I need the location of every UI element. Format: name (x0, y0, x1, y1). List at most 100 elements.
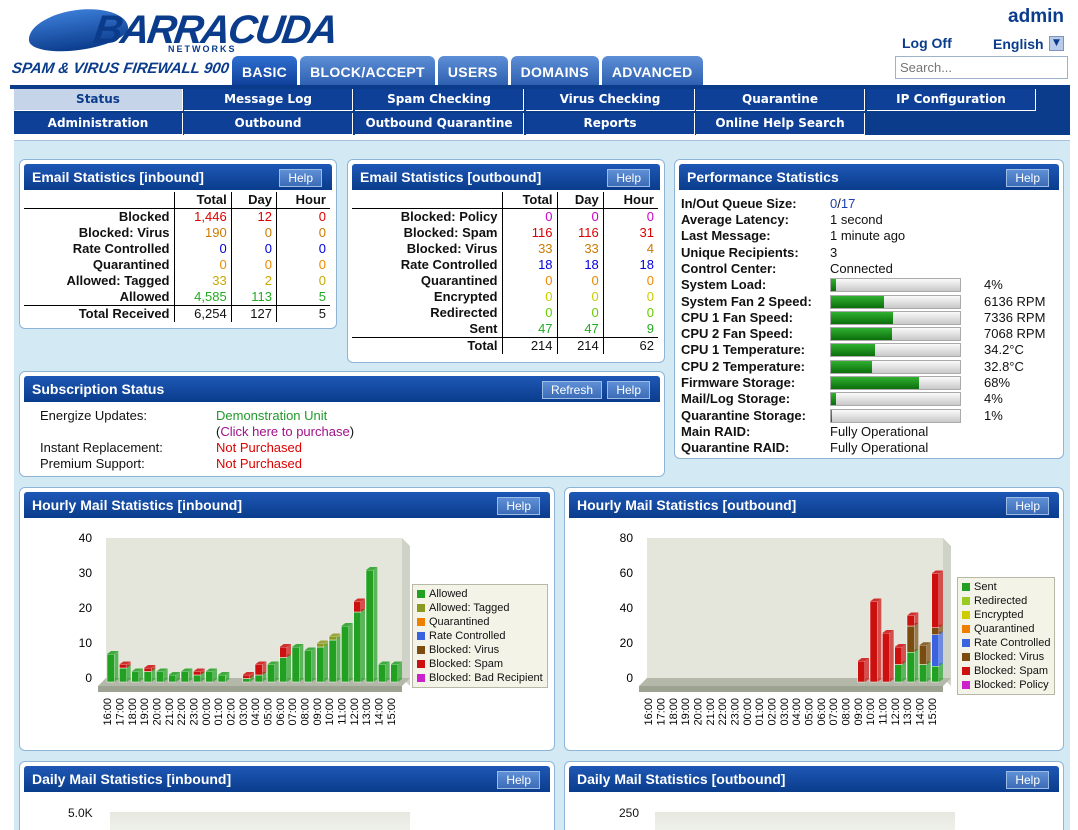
legend-swatch (962, 611, 970, 619)
progress-bar (830, 359, 961, 374)
help-button[interactable]: Help (1006, 497, 1049, 515)
y-tick-label: 0 (85, 671, 92, 685)
stat-day: 127 (230, 304, 277, 322)
language-select[interactable]: English (993, 36, 1044, 52)
row-label: Sent (469, 320, 498, 336)
instant-replacement-value: Not Purchased (216, 440, 302, 455)
perf-value: Connected (830, 260, 893, 276)
perf-value: 7068 RPM (984, 326, 1046, 342)
chart-side-wall (943, 538, 951, 686)
bar-segment (906, 623, 919, 653)
bar-segment (279, 654, 291, 683)
perf-value: 32.8°C (984, 358, 1024, 374)
refresh-button[interactable]: Refresh (541, 381, 602, 399)
x-tick-label: 19:00 (680, 698, 692, 726)
legend-item: Rate Controlled (417, 629, 543, 643)
tab-block-accept[interactable]: BLOCK/ACCEPT (300, 56, 435, 86)
help-button[interactable]: Help (279, 169, 322, 187)
stat-day: 113 (230, 288, 277, 305)
perf-value: 1 minute ago (830, 228, 906, 244)
help-button[interactable]: Help (1006, 169, 1049, 187)
legend-item: Rate Controlled (962, 636, 1050, 650)
progress-fill (831, 311, 893, 324)
perf-value: 1 second (830, 212, 883, 227)
y-tick-label: 20 (79, 601, 93, 615)
tab-domains[interactable]: DOMAINS (510, 56, 599, 86)
legend-swatch (962, 639, 970, 647)
progress-bar (830, 343, 961, 358)
stat-day: 0 (556, 208, 604, 225)
premium-support-label: Premium Support: (40, 456, 145, 471)
help-button[interactable]: Help (607, 169, 650, 187)
bar-segment (279, 644, 291, 658)
x-tick-label: 21:00 (705, 698, 717, 726)
logoff-link[interactable]: Log Off (902, 35, 952, 51)
x-tick-label: 09:00 (853, 698, 865, 726)
inbound-stats-table: Total Day Hour Blocked 1,446 12 0 Blocked: Viru… (24, 192, 330, 322)
perf-value: 1% (984, 407, 1003, 423)
y-tick-label: 0 (626, 671, 633, 685)
perf-label: Average Latency: (681, 212, 789, 227)
column-header: Total (501, 192, 558, 209)
stat-hour: 0 (602, 288, 658, 305)
legend-swatch (962, 653, 970, 661)
x-tick-label: 04:00 (250, 698, 262, 726)
subnav-quarantine[interactable]: Quarantine (696, 89, 865, 111)
row-label: Blocked: Policy (400, 208, 498, 224)
legend-item: Blocked: Spam (962, 664, 1050, 678)
hourly-inbound-panel: Hourly Mail Statistics [inbound] Help 0 10… (19, 487, 555, 751)
legend-label: Blocked: Virus (974, 651, 1045, 663)
search-input[interactable] (895, 56, 1068, 79)
header-divider (10, 85, 1070, 89)
subnav-outbound-quarantine[interactable]: Outbound Quarantine (355, 113, 524, 135)
help-button[interactable]: Help (497, 497, 540, 515)
tab-basic[interactable]: BASIC (232, 56, 298, 86)
chart-plot-area (655, 812, 955, 830)
bar-segment (365, 567, 378, 683)
stat-hour: 0 (275, 208, 330, 225)
legend-item: Blocked: Virus (417, 643, 543, 657)
stat-hour: 5 (275, 304, 330, 322)
x-tick-label: 15:00 (386, 698, 398, 726)
daily-inbound-panel: Daily Mail Statistics [inbound] Help 5.0K (19, 761, 555, 830)
x-tick-label: 10:00 (324, 698, 336, 726)
subnav-outbound[interactable]: Outbound (184, 113, 353, 135)
help-button[interactable]: Help (607, 381, 650, 399)
stats-row: Rate Controlled 0 0 0 (24, 240, 330, 257)
bar-segment (378, 661, 390, 683)
premium-support-value: Not Purchased (216, 456, 302, 471)
progress-fill (831, 409, 833, 422)
subnav-spam-checking[interactable]: Spam Checking (355, 89, 524, 111)
tab-advanced[interactable]: ADVANCED (601, 56, 703, 86)
bar-segment (180, 668, 193, 683)
perf-label: Mail/Log Storage: (681, 391, 791, 407)
queue-in-link[interactable]: 0 (830, 196, 838, 211)
stat-hour: 5 (275, 288, 330, 305)
subnav-administration[interactable]: Administration (14, 113, 183, 135)
subnav-reports[interactable]: Reports (526, 113, 695, 135)
queue-separator: / (837, 196, 841, 211)
subnav-virus-checking[interactable]: Virus Checking (526, 89, 695, 111)
help-button[interactable]: Help (497, 771, 540, 789)
bar-segment (931, 570, 943, 628)
main-content: Email Statistics [inbound] Help Total Day H… (14, 140, 1070, 830)
instant-replacement-label: Instant Replacement: (40, 440, 163, 455)
subscription-panel: Subscription Status Refresh Help Energiz… (19, 371, 665, 477)
tab-users[interactable]: USERS (437, 56, 508, 86)
chevron-down-icon[interactable]: ▼ (1049, 36, 1064, 51)
stat-day: 33 (556, 240, 604, 257)
energize-label: Energize Updates: (40, 408, 147, 423)
bar-segment (341, 623, 353, 683)
subnav-online-help-search[interactable]: Online Help Search (696, 113, 865, 135)
panel-title: Hourly Mail Statistics [outbound] (577, 497, 797, 513)
legend-swatch (962, 625, 970, 633)
stat-total: 0 (501, 272, 558, 289)
subnav-message-log[interactable]: Message Log (184, 89, 353, 111)
subnav-status[interactable]: Status (14, 89, 183, 111)
subnav-ip-configuration[interactable]: IP Configuration (867, 89, 1036, 111)
purchase-link[interactable]: Click here to purchase (220, 424, 350, 439)
x-tick-label: 06:00 (275, 698, 287, 726)
help-button[interactable]: Help (1006, 771, 1049, 789)
queue-out-link[interactable]: 17 (840, 196, 856, 211)
